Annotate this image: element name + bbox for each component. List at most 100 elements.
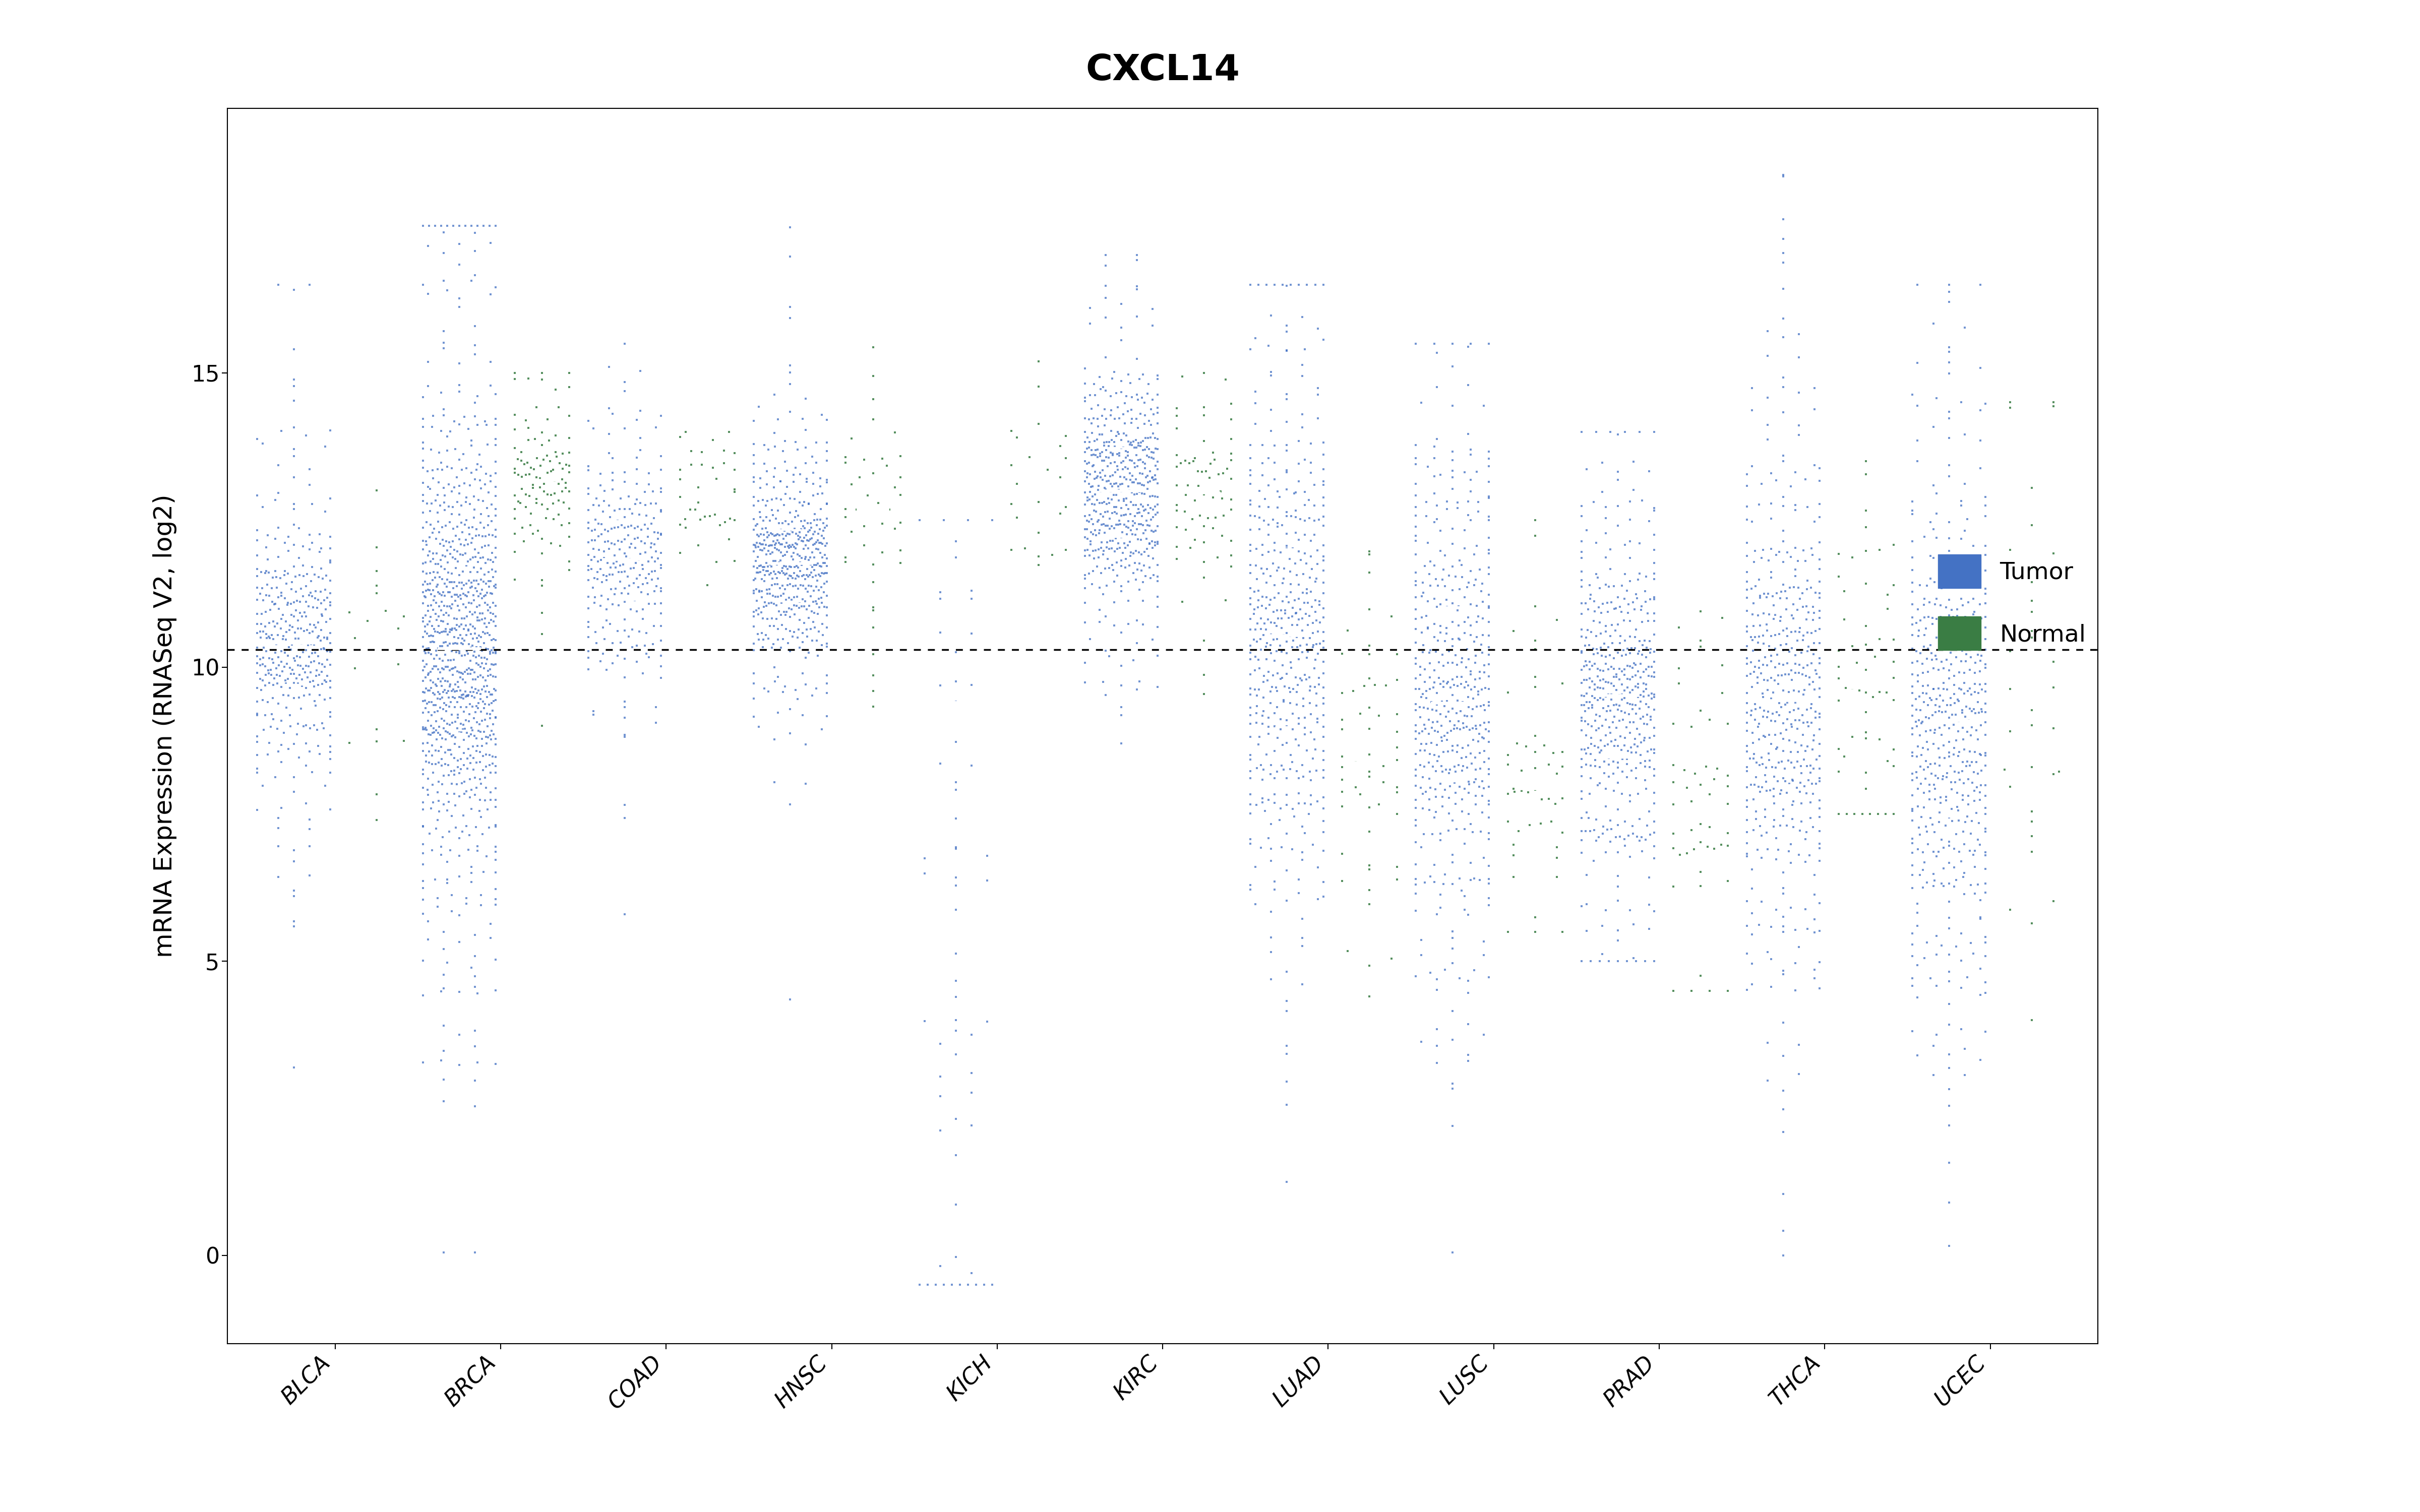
- Point: [1561, 624, 1600, 649]
- Point: [237, 612, 276, 637]
- Point: [1324, 780, 1362, 804]
- Point: [1087, 683, 1125, 708]
- Point: [477, 727, 515, 751]
- Point: [1077, 482, 1116, 507]
- Point: [450, 785, 489, 809]
- Point: [1072, 520, 1111, 544]
- Point: [455, 783, 494, 807]
- Point: [772, 572, 811, 596]
- Point: [496, 461, 535, 485]
- Point: [1735, 624, 1774, 649]
- Point: [767, 540, 806, 564]
- Point: [1771, 620, 1810, 644]
- Point: [755, 585, 794, 609]
- Point: [290, 272, 329, 296]
- Point: [603, 513, 641, 537]
- Point: [295, 587, 334, 611]
- Point: [440, 735, 479, 759]
- Point: [1779, 697, 1817, 721]
- Point: [1191, 466, 1229, 490]
- Point: [1934, 621, 1972, 646]
- Point: [1929, 730, 1967, 754]
- Point: [404, 455, 443, 479]
- Point: [1072, 491, 1111, 516]
- Point: [1960, 428, 1999, 452]
- Point: [419, 594, 457, 618]
- Point: [281, 697, 319, 721]
- Point: [1130, 484, 1169, 508]
- Point: [1125, 426, 1164, 451]
- Point: [1776, 460, 1815, 484]
- Point: [438, 674, 477, 699]
- Point: [1251, 691, 1290, 715]
- Point: [796, 532, 835, 556]
- Point: [624, 513, 663, 537]
- Point: [1909, 738, 1948, 762]
- Point: [448, 892, 486, 916]
- Point: [1251, 611, 1290, 635]
- Point: [1065, 576, 1104, 600]
- Point: [1600, 460, 1638, 484]
- Point: [1285, 562, 1324, 587]
- Point: [283, 632, 322, 656]
- Point: [1413, 754, 1452, 779]
- Point: [1774, 679, 1813, 703]
- Point: [426, 751, 465, 776]
- Point: [1411, 798, 1450, 823]
- Point: [1786, 739, 1825, 764]
- Point: [1416, 658, 1454, 682]
- Point: [1788, 569, 1827, 593]
- Point: [786, 732, 825, 756]
- Point: [1963, 697, 2001, 721]
- Point: [1907, 820, 1946, 844]
- Point: [460, 584, 499, 608]
- Point: [2013, 800, 2052, 824]
- Point: [1116, 435, 1154, 460]
- Point: [1767, 770, 1805, 794]
- Point: [276, 649, 315, 673]
- Point: [808, 680, 847, 705]
- Point: [1636, 900, 1675, 924]
- Point: [593, 631, 632, 655]
- Point: [1946, 810, 1984, 835]
- Point: [549, 511, 588, 535]
- Point: [1951, 739, 1989, 764]
- Point: [1433, 951, 1471, 975]
- Point: [455, 342, 494, 366]
- Point: [784, 703, 823, 727]
- Point: [1846, 572, 1885, 596]
- Point: [443, 559, 482, 584]
- Point: [305, 668, 344, 692]
- Point: [1135, 562, 1174, 587]
- Point: [1065, 591, 1104, 615]
- Point: [1914, 868, 1953, 892]
- Point: [1745, 582, 1784, 606]
- Point: [1067, 452, 1106, 476]
- Point: [1123, 363, 1162, 387]
- Point: [1764, 875, 1803, 900]
- Point: [1212, 392, 1251, 416]
- Point: [1087, 398, 1125, 422]
- Point: [281, 653, 319, 677]
- Point: [549, 496, 588, 520]
- Point: [462, 727, 501, 751]
- Point: [1566, 738, 1604, 762]
- Point: [457, 523, 496, 547]
- Point: [1943, 759, 1982, 783]
- Point: [1283, 547, 1321, 572]
- Point: [1781, 754, 1820, 779]
- Point: [1416, 464, 1454, 488]
- Point: [1067, 538, 1106, 562]
- Point: [1084, 670, 1123, 694]
- Point: [1087, 438, 1125, 463]
- Point: [467, 534, 506, 558]
- Point: [774, 624, 813, 649]
- Point: [411, 659, 450, 683]
- Point: [1263, 733, 1302, 758]
- Point: [1137, 396, 1176, 420]
- Point: [1897, 351, 1936, 375]
- Point: [237, 543, 276, 567]
- Point: [440, 826, 479, 850]
- Point: [310, 705, 348, 729]
- Point: [1597, 727, 1636, 751]
